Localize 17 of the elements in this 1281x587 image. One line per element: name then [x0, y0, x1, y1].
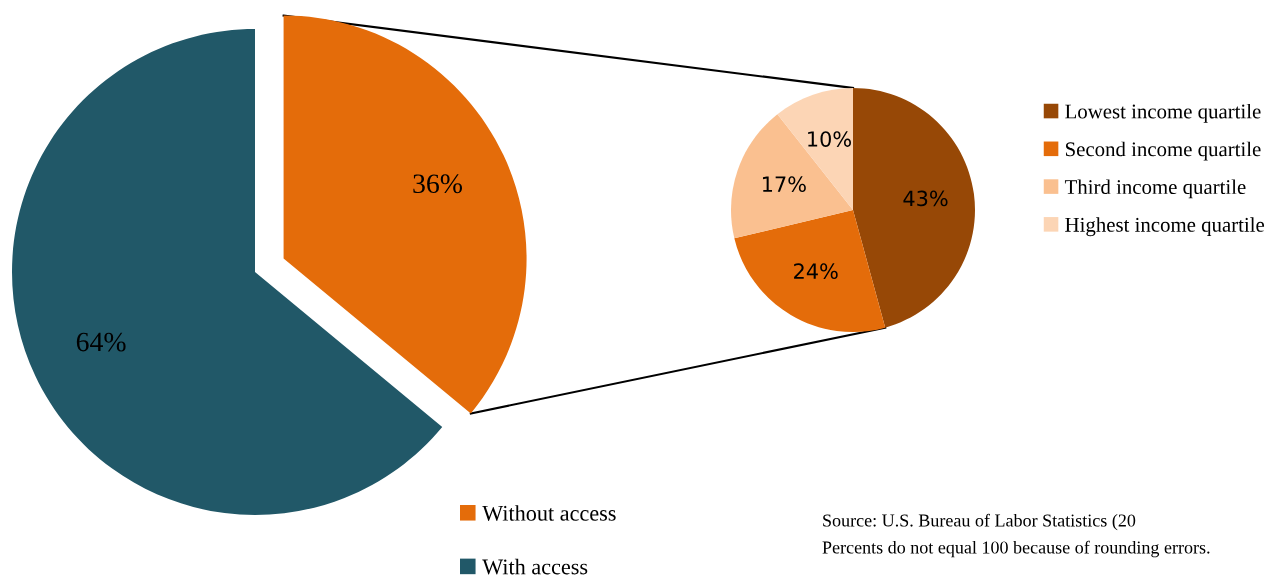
data-label: 36%	[413, 174, 463, 194]
legend-label: Third income quartile	[1064, 179, 1246, 199]
pie-slice	[734, 210, 886, 332]
legend-label: Without access	[482, 505, 616, 521]
legend-label: With access	[482, 558, 588, 575]
source-note: Source: U.S. Bureau of Labor Statistics (20	[823, 513, 1136, 531]
data-label: 17%	[762, 176, 806, 193]
legend-label: Lowest income quartile	[1065, 103, 1261, 123]
text: Percents do not equal 100 because of rounding errors.	[822, 540, 1210, 558]
legend-label: Second income quartile	[1065, 141, 1261, 161]
data-label: 24%	[794, 263, 838, 280]
data-label: 10%	[808, 131, 851, 147]
legend-label: Highest income quartile	[1065, 217, 1265, 237]
data-label: 64%	[76, 332, 126, 352]
pie-slice	[731, 114, 853, 239]
pie-slice	[853, 88, 975, 328]
data-label: 43%	[903, 190, 948, 207]
